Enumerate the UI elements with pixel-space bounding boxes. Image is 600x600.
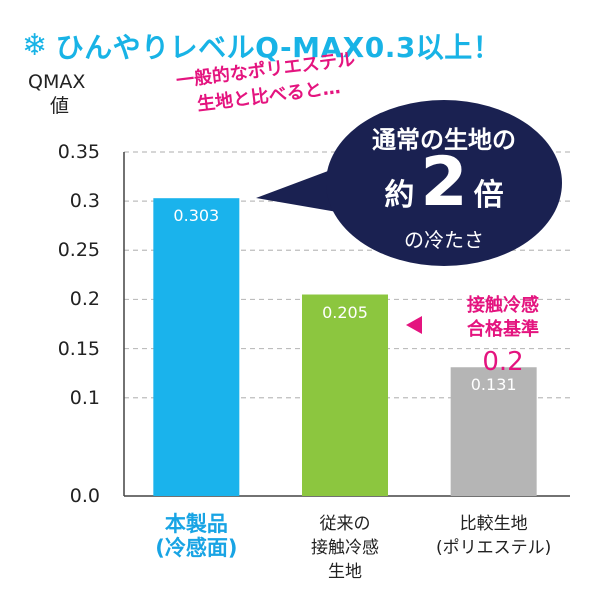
callout-line3: の冷たさ <box>404 228 484 252</box>
standard-line2: 合格基準 <box>467 319 539 340</box>
callout-bubble: 通常の生地の 約 2 倍 の冷たさ <box>326 100 562 266</box>
bar-value-label: 0.205 <box>322 302 368 322</box>
category-label-line: (ポリエステル) <box>436 538 552 558</box>
category-label: 比較生地 (ポリエステル) <box>409 512 579 560</box>
snowflake-icon: ❄ <box>22 28 48 63</box>
bar-value-label: 0.303 <box>173 206 220 226</box>
category-label-line: 接触冷感 <box>311 538 379 558</box>
y-tick-label: 0.3 <box>69 190 100 213</box>
y-axis-label-line2: 値 <box>50 95 70 117</box>
standard-arrow-icon <box>406 316 422 334</box>
category-label-line: (冷感面) <box>155 536 238 560</box>
y-tick-label: 0.0 <box>69 485 100 507</box>
category-label-line: 従来の <box>319 514 371 534</box>
bar-value-label: 0.131 <box>470 375 517 395</box>
callout-line1: 通常の生地の <box>372 126 516 154</box>
category-label-line: 本製品 <box>164 512 228 536</box>
category-label-line: 比較生地 <box>459 514 528 534</box>
headline-text: ひんやりレベルQ-MAX0.3以上！ <box>55 31 502 64</box>
bar <box>302 294 388 496</box>
category-label: 従来の 接触冷感 生地 <box>260 512 430 584</box>
standard-value: 0.2 <box>482 347 524 377</box>
standard-line1: 接触冷感 <box>467 295 539 316</box>
y-tick-label: 0.35 <box>57 141 100 163</box>
headline: ❄ ひんやりレベルQ-MAX0.3以上！ <box>22 24 501 68</box>
callout-prefix: 約 <box>384 178 415 213</box>
standard-annotation: 接触冷感 合格基準 0.2 <box>428 294 578 380</box>
bar <box>450 367 537 496</box>
callout-line2: 約 2 倍 <box>326 146 562 220</box>
y-tick-label: 0.2 <box>69 288 100 311</box>
y-tick-label: 0.25 <box>57 239 100 262</box>
y-tick-label: 0.1 <box>69 386 100 409</box>
y-tick-label: 0.15 <box>57 337 100 360</box>
y-axis-label: QMAX 値 <box>28 70 118 118</box>
callout-number: 2 <box>420 143 468 222</box>
category-label-line: 生地 <box>328 562 362 582</box>
callout-suffix: 倍 <box>473 178 504 213</box>
category-label: 本製品 (冷感面) <box>111 512 281 560</box>
bar <box>153 198 240 497</box>
y-axis-label-line1: QMAX <box>28 71 86 93</box>
